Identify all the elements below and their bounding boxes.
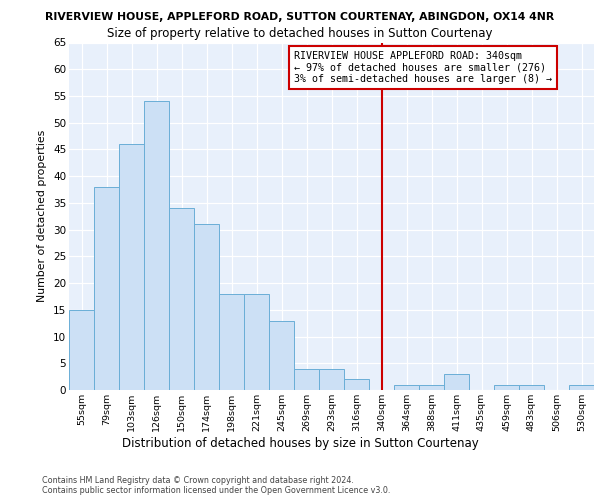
Bar (494, 384, 519, 390)
Bar (69, 310, 94, 390)
Bar (194, 224, 219, 390)
Bar (119, 144, 144, 390)
Bar (569, 384, 594, 390)
Text: RIVERVIEW HOUSE, APPLEFORD ROAD, SUTTON COURTENAY, ABINGDON, OX14 4NR: RIVERVIEW HOUSE, APPLEFORD ROAD, SUTTON … (46, 12, 554, 22)
Bar (519, 384, 544, 390)
Bar (144, 102, 169, 390)
Bar (294, 368, 319, 390)
Text: Contains public sector information licensed under the Open Government Licence v3: Contains public sector information licen… (42, 486, 391, 495)
Bar (394, 384, 419, 390)
Text: Size of property relative to detached houses in Sutton Courtenay: Size of property relative to detached ho… (107, 28, 493, 40)
Text: RIVERVIEW HOUSE APPLEFORD ROAD: 340sqm
← 97% of detached houses are smaller (276: RIVERVIEW HOUSE APPLEFORD ROAD: 340sqm ←… (294, 50, 552, 84)
Bar (269, 320, 294, 390)
Bar (94, 187, 119, 390)
Text: Distribution of detached houses by size in Sutton Courtenay: Distribution of detached houses by size … (122, 438, 478, 450)
Bar (244, 294, 269, 390)
Bar (169, 208, 194, 390)
Bar (444, 374, 469, 390)
Bar (419, 384, 444, 390)
Y-axis label: Number of detached properties: Number of detached properties (37, 130, 47, 302)
Bar (319, 368, 344, 390)
Bar (219, 294, 244, 390)
Text: Contains HM Land Registry data © Crown copyright and database right 2024.: Contains HM Land Registry data © Crown c… (42, 476, 354, 485)
Bar (344, 380, 369, 390)
